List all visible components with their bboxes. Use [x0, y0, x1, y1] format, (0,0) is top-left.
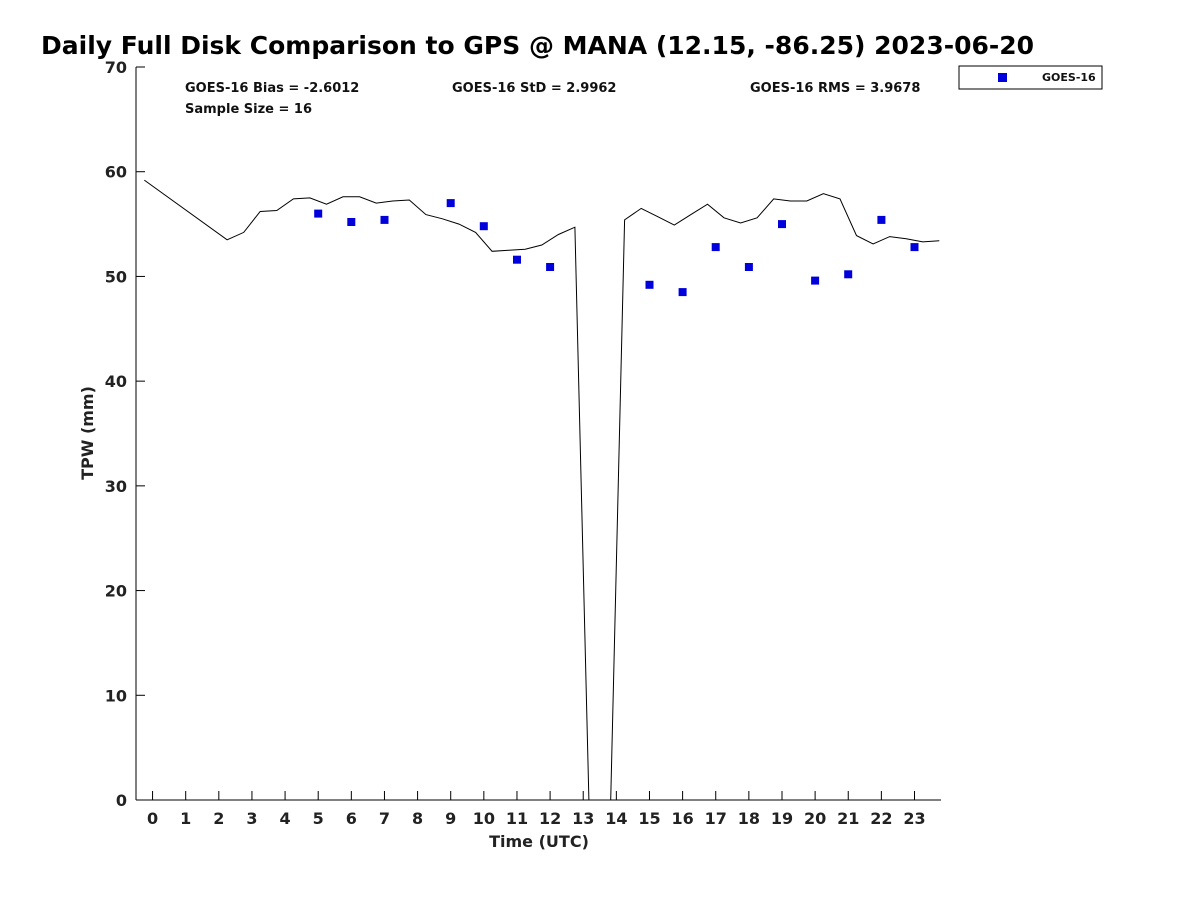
legend-label-goes-16: GOES-16 — [1042, 71, 1096, 84]
data-point — [711, 243, 720, 252]
x-tick-label: 13 — [572, 809, 594, 828]
data-point — [347, 218, 356, 226]
series-line — [144, 179, 940, 801]
x-tick-label: 23 — [903, 809, 925, 828]
x-tick-label: 17 — [705, 809, 727, 828]
x-tick-label: 6 — [346, 809, 357, 828]
data-point — [479, 222, 488, 231]
data-point — [546, 263, 555, 271]
plot-area: 0 1 2 3 4 5 6 7 8 9 10 11 12 13 14 15 16 17 18 19 20 21 22 2301… — [105, 58, 941, 828]
y-axis-label: TPW (mm) — [78, 386, 97, 480]
data-point — [744, 263, 753, 271]
stat-bias: GOES-16 Bias = -2.6012 — [185, 81, 359, 96]
chart-title: Daily Full Disk Comparison to GPS @ MANA… — [41, 31, 1034, 60]
x-tick-label: 3 — [246, 809, 257, 828]
y-tick-label: 10 — [105, 686, 127, 705]
x-tick-label: 16 — [671, 809, 693, 828]
x-tick-label: 18 — [738, 809, 760, 828]
x-tick-label: 5 — [313, 809, 324, 828]
x-tick-label: 22 — [870, 809, 892, 828]
x-tick-label: 21 — [837, 809, 859, 828]
x-tick-label: 2 — [213, 809, 224, 828]
legend-marker — [998, 73, 1007, 82]
x-tick-label: 12 — [539, 809, 561, 828]
legend-box — [958, 65, 1103, 90]
legend: GOES-16 — [958, 65, 1103, 90]
y-tick-label: 60 — [105, 163, 127, 182]
data-point — [513, 255, 521, 264]
data-point — [778, 220, 786, 229]
data-point — [678, 288, 687, 297]
x-tick-label: 10 — [473, 809, 495, 828]
x-axis-label: Time (UTC) — [489, 832, 589, 851]
x-tick-label: 0 — [147, 809, 158, 828]
x-tick-label: 14 — [605, 809, 627, 828]
stat-rms: GOES-16 RMS = 3.9678 — [750, 81, 920, 96]
y-tick-label: 40 — [105, 372, 127, 391]
x-tick-label: 9 — [445, 809, 456, 828]
stat-sample-size: Sample Size = 16 — [185, 102, 312, 117]
x-tick-label: 15 — [638, 809, 660, 828]
x-tick-label: 20 — [804, 809, 826, 828]
data-point — [877, 215, 886, 224]
data-point — [446, 199, 455, 208]
stat-std: GOES-16 StD = 2.9962 — [452, 81, 616, 96]
y-tick-label: 70 — [105, 58, 127, 77]
data-point — [910, 243, 919, 252]
y-tick-label: 50 — [105, 267, 127, 286]
y-tick-label: 0 — [116, 791, 127, 810]
x-tick-label: 19 — [771, 809, 793, 828]
x-tick-label: 11 — [506, 809, 528, 828]
data-point — [811, 276, 820, 285]
y-tick-label: 20 — [105, 582, 127, 601]
data-point — [844, 270, 853, 279]
y-tick-label: 30 — [105, 477, 127, 496]
x-tick-label: 1 — [180, 809, 191, 828]
data-point — [380, 215, 389, 224]
x-tick-label: 4 — [280, 809, 291, 828]
data-point — [645, 280, 654, 289]
data-point — [314, 209, 323, 218]
x-tick-label: 7 — [379, 809, 390, 828]
x-tick-label: 8 — [412, 809, 423, 828]
